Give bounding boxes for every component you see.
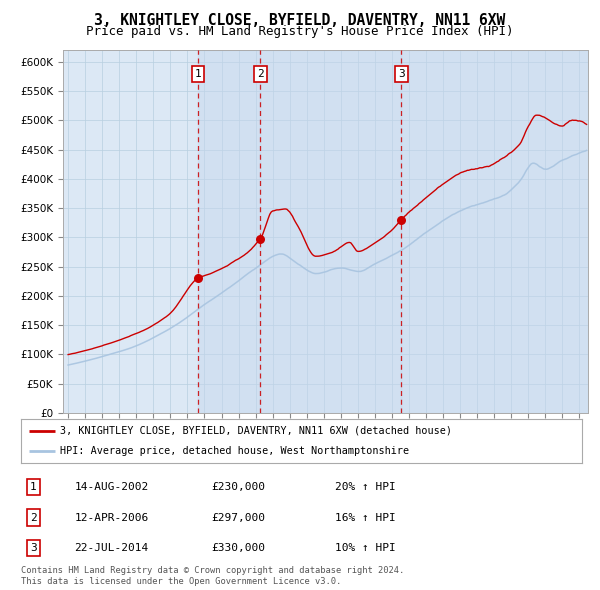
Text: Contains HM Land Registry data © Crown copyright and database right 2024.: Contains HM Land Registry data © Crown c… (21, 566, 404, 575)
Text: £297,000: £297,000 (212, 513, 266, 523)
Text: 3: 3 (30, 543, 37, 553)
Text: 2: 2 (257, 69, 264, 78)
Bar (198, 50, 260, 413)
Text: 10% ↑ HPI: 10% ↑ HPI (335, 543, 396, 553)
Text: £230,000: £230,000 (212, 482, 266, 492)
Text: 20% ↑ HPI: 20% ↑ HPI (335, 482, 396, 492)
Text: 22-JUL-2014: 22-JUL-2014 (74, 543, 149, 553)
Text: Price paid vs. HM Land Registry's House Price Index (HPI): Price paid vs. HM Land Registry's House … (86, 25, 514, 38)
Text: 2: 2 (30, 513, 37, 523)
Text: 1: 1 (30, 482, 37, 492)
Text: 1: 1 (194, 69, 202, 78)
Bar (260, 50, 401, 413)
Text: 3: 3 (398, 69, 405, 78)
Text: 12-APR-2006: 12-APR-2006 (74, 513, 149, 523)
Text: 3, KNIGHTLEY CLOSE, BYFIELD, DAVENTRY, NN11 6XW: 3, KNIGHTLEY CLOSE, BYFIELD, DAVENTRY, N… (94, 13, 506, 28)
Text: £330,000: £330,000 (212, 543, 266, 553)
Text: This data is licensed under the Open Government Licence v3.0.: This data is licensed under the Open Gov… (21, 577, 341, 586)
Text: 3, KNIGHTLEY CLOSE, BYFIELD, DAVENTRY, NN11 6XW (detached house): 3, KNIGHTLEY CLOSE, BYFIELD, DAVENTRY, N… (60, 426, 452, 436)
Text: 16% ↑ HPI: 16% ↑ HPI (335, 513, 396, 523)
Bar (401, 50, 588, 413)
Text: 14-AUG-2002: 14-AUG-2002 (74, 482, 149, 492)
Text: HPI: Average price, detached house, West Northamptonshire: HPI: Average price, detached house, West… (60, 446, 409, 456)
